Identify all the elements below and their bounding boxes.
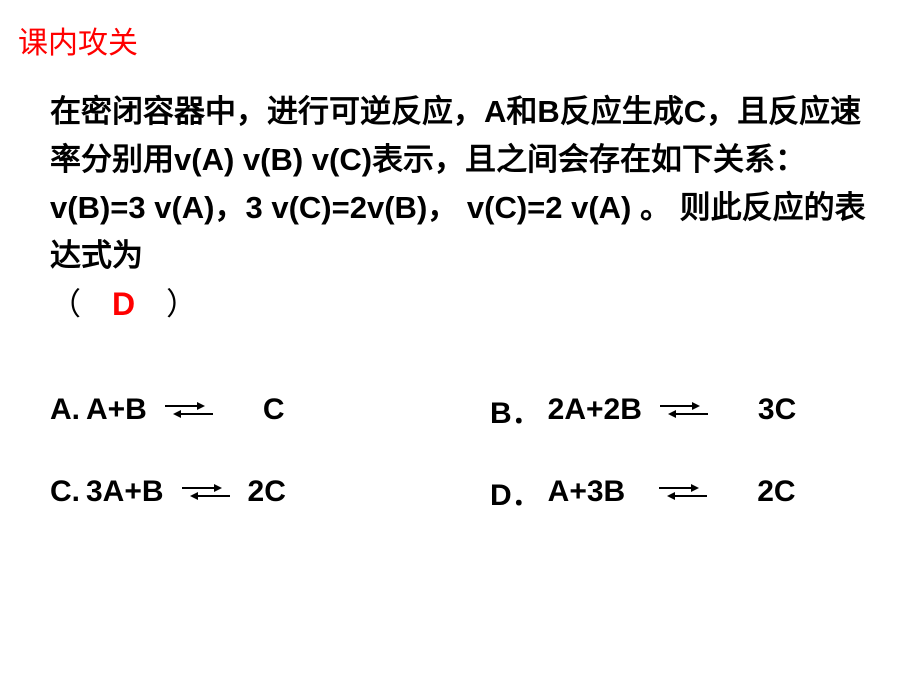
paren-close: ） [166,287,197,322]
q-eq-2: 2v(B)， v(C)=2 v(A) [350,190,640,225]
option-d: D． A+3B 2C [490,470,870,514]
section-header: 课内攻关 [18,18,138,62]
option-d-label: D． [490,470,542,514]
q-text-3: 反应生成 [560,94,684,129]
option-a: A. A+B C [50,388,490,432]
option-row-2: C. 3A+B 2C D． A+3B 2C [50,470,870,514]
option-b: B． 2A+2B 3C [490,388,870,432]
q-text-1: 在密闭容器中，进行可逆反应， [50,94,484,129]
option-b-reactant: 2A+2B [548,393,642,427]
q-text-6: 之间会存在如下关系： [496,142,806,177]
option-a-reactant: A+B [86,393,147,427]
option-c: C. 3A+B 2C [50,470,490,514]
option-row-1: A. A+B C B． 2A+2B 3C [50,388,870,432]
option-c-reactant: 3A+B [86,475,164,509]
answer-letter: D [112,286,135,322]
q-var-b: B [537,94,559,129]
option-a-product: C [263,393,285,427]
q-rate-vars: v(A) v(B) v(C) [174,142,372,177]
q-text-2: 和 [506,94,537,129]
option-d-reactant: A+3B [548,475,626,509]
q-var-a: A [484,94,506,129]
paren-open: （ [50,287,81,322]
q-text-5: 表示，且 [372,142,496,177]
option-c-label: C. [50,475,80,509]
equilibrium-arrow-icon [165,400,213,420]
q-var-c: C [684,94,706,129]
options-grid: A. A+B C B． 2A+2B 3C C. 3A+B 2C D． A+3B … [50,388,870,552]
option-a-label: A. [50,393,80,427]
option-c-product: 2C [248,475,286,509]
option-b-label: B． [490,388,542,432]
equilibrium-arrow-icon [182,482,230,502]
q-eq-1: v(B)=3 v(A)，3 v(C)= [50,190,350,225]
equilibrium-arrow-icon [660,400,708,420]
option-d-product: 2C [757,475,795,509]
equilibrium-arrow-icon [659,482,707,502]
option-b-product: 3C [758,393,796,427]
question-body: 在密闭容器中，进行可逆反应，A和B反应生成C，且反应速率分别用v(A) v(B)… [50,88,870,330]
